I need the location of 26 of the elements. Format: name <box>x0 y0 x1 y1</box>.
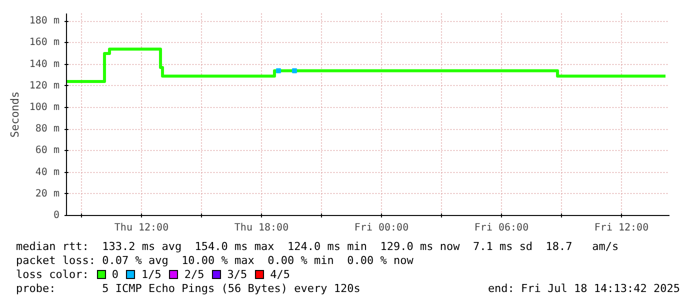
x-tick-label: Fri 12:00 <box>594 222 649 234</box>
text: probe: 5 ICMP Echo Pings (56 Bytes) every 120s <box>16 282 360 296</box>
y-tick-label: 160 m <box>29 37 60 48</box>
legend-title: loss color: <box>16 268 89 281</box>
text: end: Fri Jul 18 14:13:42 2025 <box>488 282 680 296</box>
legend-label: 1/5 <box>141 268 162 281</box>
x-tick-label: Fri 06:00 <box>474 222 529 234</box>
y-tick-label: 60 m <box>35 145 60 156</box>
x-tick-label: Thu 12:00 <box>114 222 169 234</box>
y-tick-label: 180 m <box>29 16 60 27</box>
y-tick-label: 120 m <box>29 80 60 92</box>
y-tick-label: 20 m <box>35 188 60 200</box>
text: median rtt: 133.2 ms avg 154.0 ms max 124.0 ms min 129.0 ms now 7.1 ms sd 18.7 am/s <box>16 240 620 254</box>
y-tick-label: 140 m <box>29 58 60 70</box>
legend-label: 2/5 <box>184 268 204 281</box>
text: packet loss: 0.07 % avg 10.00 % max 0.00 % min 0.00 % now <box>16 254 414 268</box>
legend-label: 4/5 <box>270 268 290 281</box>
legend-label: 3/5 <box>227 268 248 281</box>
legend-label: 0 <box>112 268 118 281</box>
y-tick-label: 40 m <box>35 166 60 178</box>
y-tick-label: 80 m <box>35 124 60 135</box>
y-tick-label: 100 m <box>29 102 60 113</box>
y-tick-label: 0 <box>53 210 60 221</box>
x-tick-label: Thu 18:00 <box>234 222 289 234</box>
x-tick-label: Fri 00:00 <box>354 222 409 234</box>
y-axis-title: Seconds <box>8 91 22 138</box>
